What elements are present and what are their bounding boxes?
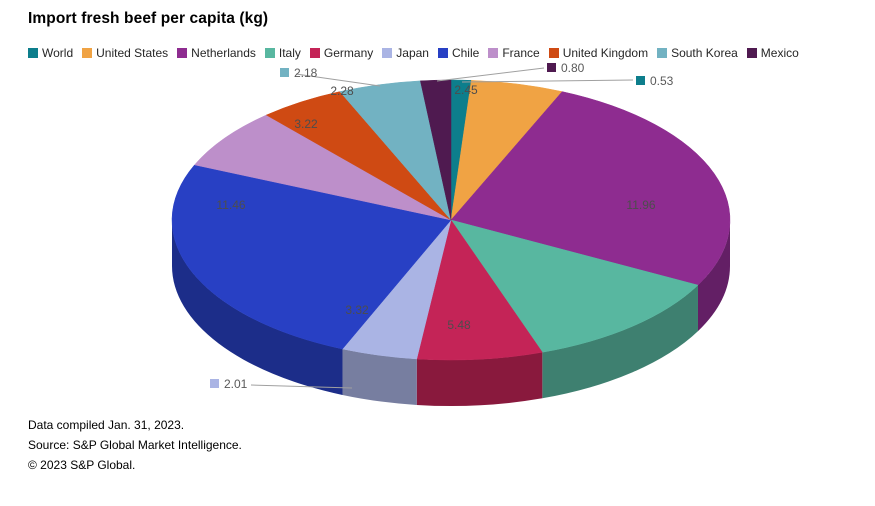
legend-item-france: France bbox=[488, 46, 540, 60]
legend-swatch-chile bbox=[437, 48, 448, 58]
legend-label-mexico: Mexico bbox=[760, 46, 799, 60]
footer-copyright: © 2023 S&P Global. bbox=[28, 457, 136, 472]
pie-slice-side-netherlands bbox=[697, 220, 730, 332]
legend-item-united-states: United States bbox=[82, 46, 168, 60]
legend-label-south-korea: South Korea bbox=[671, 46, 738, 60]
pie-slice-mexico bbox=[420, 79, 452, 221]
legend-label-germany: Germany bbox=[323, 46, 374, 60]
value-label-netherlands: 11.96 bbox=[626, 198, 655, 212]
leader-line-world bbox=[461, 79, 634, 83]
legend-label-chile: Chile bbox=[451, 46, 480, 60]
value-label-chile: 11.46 bbox=[216, 198, 245, 212]
pie-slice-side-chile bbox=[172, 220, 343, 395]
legend-label-united-states: United States bbox=[96, 46, 169, 60]
chart-title: Import fresh beef per capita (kg) bbox=[28, 10, 269, 27]
legend-item-chile: Chile bbox=[437, 46, 480, 60]
value-label-japan: 2.01 bbox=[224, 377, 248, 391]
value-label-united-kingdom: 2.28 bbox=[330, 84, 354, 98]
legend-swatch-united-states bbox=[82, 48, 93, 58]
value-label-united-states: 2.45 bbox=[454, 83, 478, 97]
pie-slice-chile bbox=[171, 164, 452, 350]
leader-line-mexico bbox=[436, 67, 545, 82]
legend: World United States Netherlands Italy German… bbox=[28, 46, 799, 60]
legend-item-mexico: Mexico bbox=[746, 46, 799, 60]
legend-swatch-japan bbox=[382, 48, 393, 58]
label-marker-mexico bbox=[547, 63, 556, 72]
value-label-france: 3.22 bbox=[294, 117, 318, 131]
legend-label-france: France bbox=[502, 46, 540, 60]
leader-line-japan bbox=[250, 384, 353, 389]
label-marker-japan bbox=[210, 379, 219, 388]
pie-slice-germany bbox=[416, 219, 543, 361]
legend-item-netherlands: Netherlands bbox=[177, 46, 256, 60]
legend-swatch-south-korea bbox=[657, 48, 668, 58]
value-label-mexico: 0.80 bbox=[561, 61, 585, 75]
legend-label-netherlands: Netherlands bbox=[191, 46, 256, 60]
value-label-world: 0.53 bbox=[650, 74, 674, 88]
footer-date-note: Data compiled Jan. 31, 2023. bbox=[28, 418, 185, 432]
legend-item-germany: Germany bbox=[309, 46, 374, 60]
label-marker-world bbox=[636, 76, 645, 85]
pie-slice-side-japan bbox=[342, 348, 417, 405]
legend-swatch-world bbox=[28, 48, 38, 58]
leader-line-south-korea bbox=[295, 73, 381, 87]
legend-item-south-korea: South Korea bbox=[657, 46, 738, 60]
legend-swatch-netherlands bbox=[177, 48, 188, 58]
pie-slice-netherlands bbox=[450, 91, 731, 286]
footer: Data compiled Jan. 31, 2023. Source: S&P… bbox=[28, 416, 242, 475]
legend-label-world: World bbox=[42, 46, 74, 60]
pie-slice-italy bbox=[450, 219, 699, 353]
legend-swatch-united-kingdom bbox=[548, 48, 559, 58]
legend-item-world: World bbox=[28, 46, 73, 60]
legend-swatch-italy bbox=[264, 48, 275, 58]
legend-item-japan: Japan bbox=[382, 46, 429, 60]
legend-item-italy: Italy bbox=[264, 46, 301, 60]
legend-label-united-kingdom: United Kingdom bbox=[562, 46, 649, 60]
legend-swatch-france bbox=[488, 48, 499, 58]
value-label-germany: 3.32 bbox=[345, 303, 369, 317]
value-label-italy: 5.48 bbox=[447, 318, 471, 332]
label-marker-south-korea bbox=[280, 68, 289, 77]
pie-slice-france bbox=[194, 114, 452, 221]
legend-label-japan: Japan bbox=[396, 46, 429, 60]
value-label-south-korea: 2.18 bbox=[294, 66, 318, 80]
footer-source: Source: S&P Global Market Intelligence. bbox=[28, 437, 242, 452]
pie-slice-side-germany bbox=[416, 352, 543, 406]
legend-label-italy: Italy bbox=[278, 46, 301, 60]
legend-swatch-germany bbox=[309, 48, 320, 58]
legend-item-united-kingdom: United Kingdom bbox=[548, 46, 649, 60]
legend-swatch-mexico bbox=[746, 48, 757, 58]
